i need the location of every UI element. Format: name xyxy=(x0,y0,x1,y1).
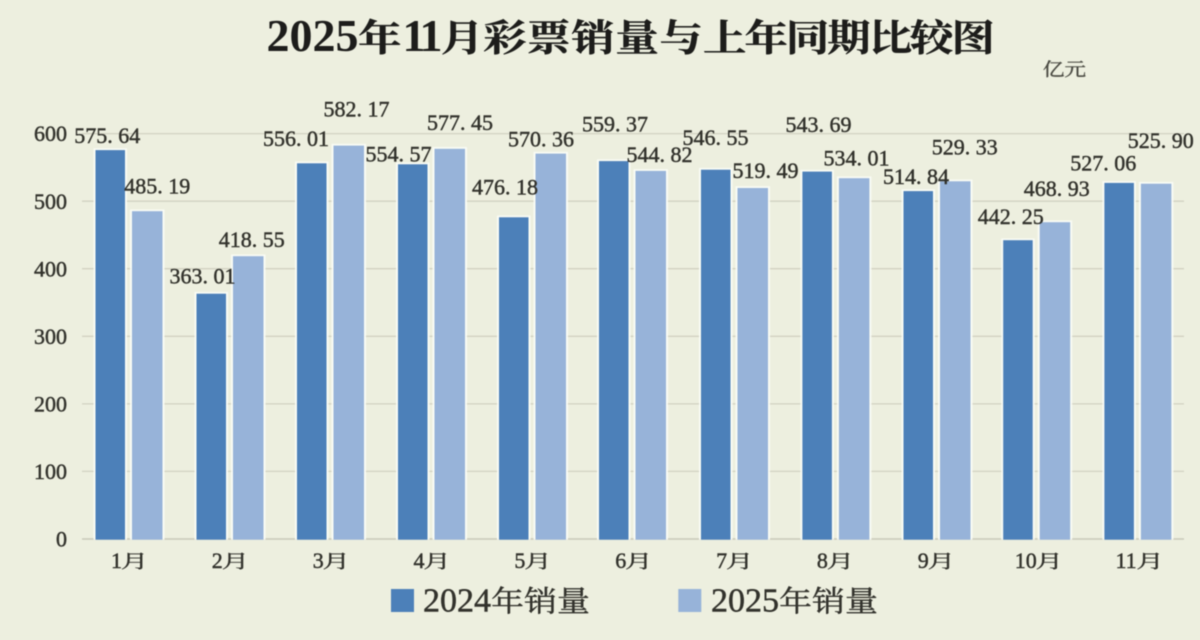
svg-text:556. 01: 556. 01 xyxy=(263,126,329,151)
svg-text:400: 400 xyxy=(34,256,67,281)
svg-text:2024: 2024 xyxy=(423,583,491,620)
svg-text:575. 64: 575. 64 xyxy=(74,123,140,148)
svg-text:5: 5 xyxy=(514,548,525,573)
svg-text:8: 8 xyxy=(817,548,828,573)
svg-text:468. 93: 468. 93 xyxy=(1024,176,1090,201)
svg-text:577. 45: 577. 45 xyxy=(427,110,493,135)
svg-text:10: 10 xyxy=(1015,548,1037,573)
svg-text:9: 9 xyxy=(918,548,929,573)
svg-text:7: 7 xyxy=(716,548,727,573)
svg-text:582. 17: 582. 17 xyxy=(324,96,390,121)
svg-text:546. 55: 546. 55 xyxy=(683,125,749,150)
svg-text:300: 300 xyxy=(34,324,67,349)
svg-text:363. 01: 363. 01 xyxy=(170,264,236,289)
svg-text:11: 11 xyxy=(1116,548,1137,573)
svg-text:442. 25: 442. 25 xyxy=(978,204,1044,229)
svg-text:4: 4 xyxy=(414,548,425,573)
svg-text:525. 90: 525. 90 xyxy=(1128,128,1194,153)
svg-text:500: 500 xyxy=(34,189,67,214)
svg-text:544. 82: 544. 82 xyxy=(627,142,693,167)
svg-text:514. 84: 514. 84 xyxy=(883,164,949,189)
svg-text:200: 200 xyxy=(34,392,67,417)
svg-text:527. 06: 527. 06 xyxy=(1070,151,1136,176)
svg-text:2: 2 xyxy=(212,548,223,573)
svg-text:543. 69: 543. 69 xyxy=(786,112,852,137)
svg-text:600: 600 xyxy=(34,121,67,146)
svg-text:0: 0 xyxy=(56,527,67,552)
svg-text:485. 19: 485. 19 xyxy=(124,173,190,198)
svg-text:2025: 2025 xyxy=(711,583,779,620)
svg-text:418. 55: 418. 55 xyxy=(219,227,285,252)
svg-text:11: 11 xyxy=(403,10,441,61)
svg-text:559. 37: 559. 37 xyxy=(582,111,648,136)
svg-text:534. 01: 534. 01 xyxy=(824,145,890,170)
svg-text:6: 6 xyxy=(615,548,626,573)
svg-text:100: 100 xyxy=(34,459,67,484)
svg-text:1: 1 xyxy=(111,548,122,573)
svg-text:476. 18: 476. 18 xyxy=(472,174,538,199)
svg-text:519. 49: 519. 49 xyxy=(733,158,799,183)
svg-text:570. 36: 570. 36 xyxy=(508,126,574,151)
svg-text:2025: 2025 xyxy=(267,10,359,61)
svg-text:3: 3 xyxy=(313,548,324,573)
svg-text:554. 57: 554. 57 xyxy=(366,141,432,166)
svg-text:529. 33: 529. 33 xyxy=(932,135,998,160)
